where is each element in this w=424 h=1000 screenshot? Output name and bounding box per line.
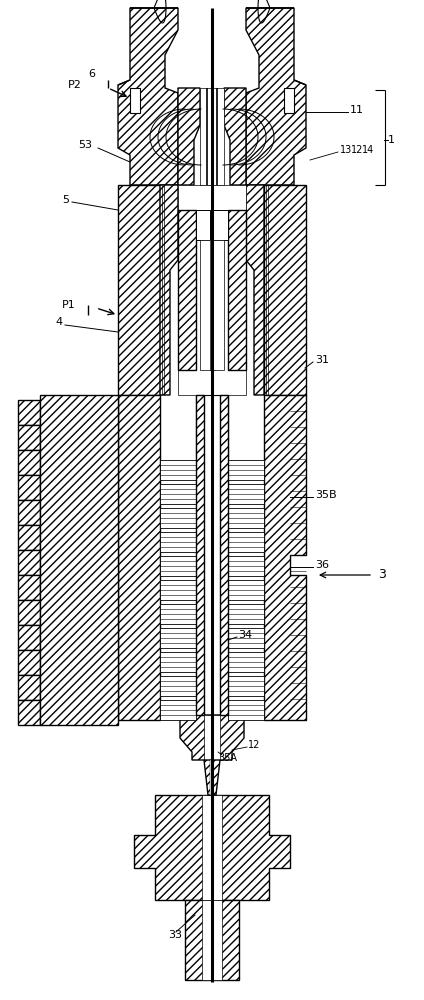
Polygon shape — [160, 508, 196, 528]
Polygon shape — [18, 575, 40, 600]
Polygon shape — [196, 395, 204, 715]
Polygon shape — [18, 500, 40, 525]
Polygon shape — [160, 676, 196, 696]
Text: 4: 4 — [55, 317, 62, 327]
Polygon shape — [18, 400, 40, 425]
Polygon shape — [160, 185, 178, 395]
Polygon shape — [228, 700, 264, 720]
Polygon shape — [228, 556, 264, 576]
Text: 1: 1 — [388, 135, 395, 145]
Text: 11: 11 — [350, 105, 364, 115]
Text: 12: 12 — [351, 145, 363, 155]
Polygon shape — [18, 650, 40, 675]
Polygon shape — [204, 760, 220, 795]
Polygon shape — [196, 210, 214, 240]
Polygon shape — [224, 88, 246, 185]
Polygon shape — [40, 575, 78, 600]
Polygon shape — [118, 185, 160, 395]
Polygon shape — [228, 604, 264, 624]
Polygon shape — [18, 450, 40, 475]
Polygon shape — [134, 795, 290, 900]
Text: 3: 3 — [378, 568, 386, 582]
Polygon shape — [228, 210, 246, 370]
Polygon shape — [40, 475, 78, 500]
Polygon shape — [18, 675, 40, 700]
Text: 35B: 35B — [315, 490, 337, 500]
Polygon shape — [118, 395, 160, 720]
Polygon shape — [40, 500, 78, 525]
Polygon shape — [160, 604, 196, 624]
Text: 14: 14 — [362, 145, 374, 155]
Polygon shape — [40, 600, 78, 625]
Polygon shape — [185, 900, 239, 980]
Polygon shape — [220, 395, 228, 715]
Polygon shape — [284, 88, 294, 113]
Polygon shape — [18, 625, 40, 650]
Text: 36: 36 — [315, 560, 329, 570]
Text: 34: 34 — [238, 630, 252, 640]
Polygon shape — [160, 460, 196, 480]
Text: 13: 13 — [340, 145, 352, 155]
Polygon shape — [18, 425, 40, 450]
Polygon shape — [200, 88, 224, 185]
Polygon shape — [160, 532, 196, 552]
Polygon shape — [40, 425, 78, 450]
Polygon shape — [228, 508, 264, 528]
Polygon shape — [228, 484, 264, 504]
Polygon shape — [40, 700, 78, 725]
Text: 31: 31 — [315, 355, 329, 365]
Polygon shape — [204, 715, 220, 760]
Polygon shape — [228, 532, 264, 552]
Polygon shape — [18, 475, 40, 500]
Polygon shape — [210, 240, 224, 370]
Polygon shape — [178, 210, 196, 370]
Polygon shape — [118, 8, 178, 185]
Polygon shape — [18, 600, 40, 625]
Polygon shape — [246, 185, 264, 395]
Polygon shape — [40, 525, 78, 550]
Polygon shape — [228, 460, 264, 480]
Polygon shape — [40, 625, 78, 650]
Polygon shape — [228, 652, 264, 672]
Polygon shape — [264, 185, 306, 395]
Polygon shape — [200, 240, 214, 370]
Polygon shape — [160, 652, 196, 672]
Polygon shape — [196, 395, 228, 715]
Text: 6: 6 — [88, 69, 95, 79]
Polygon shape — [178, 88, 200, 185]
Polygon shape — [160, 484, 196, 504]
Text: 35A: 35A — [218, 753, 237, 763]
Polygon shape — [18, 525, 40, 550]
Polygon shape — [40, 650, 78, 675]
Polygon shape — [40, 395, 118, 725]
Polygon shape — [202, 795, 222, 900]
Text: 53: 53 — [78, 140, 92, 150]
Text: 33: 33 — [168, 930, 182, 940]
Polygon shape — [228, 676, 264, 696]
Text: P2: P2 — [68, 80, 82, 90]
Polygon shape — [178, 185, 246, 395]
Polygon shape — [160, 580, 196, 600]
Polygon shape — [210, 760, 214, 795]
Polygon shape — [160, 556, 196, 576]
Polygon shape — [264, 395, 306, 720]
Polygon shape — [210, 210, 228, 240]
Polygon shape — [40, 450, 78, 475]
Polygon shape — [40, 675, 78, 700]
Text: P1: P1 — [62, 300, 76, 310]
Polygon shape — [246, 8, 306, 185]
Polygon shape — [40, 400, 78, 425]
Polygon shape — [202, 900, 222, 980]
Text: 5: 5 — [62, 195, 69, 205]
Polygon shape — [160, 700, 196, 720]
Text: 12: 12 — [248, 740, 260, 750]
Polygon shape — [160, 628, 196, 648]
Polygon shape — [180, 715, 244, 760]
Polygon shape — [40, 550, 78, 575]
Polygon shape — [130, 88, 140, 113]
Polygon shape — [18, 700, 40, 725]
Polygon shape — [228, 580, 264, 600]
Polygon shape — [228, 628, 264, 648]
Polygon shape — [18, 550, 40, 575]
